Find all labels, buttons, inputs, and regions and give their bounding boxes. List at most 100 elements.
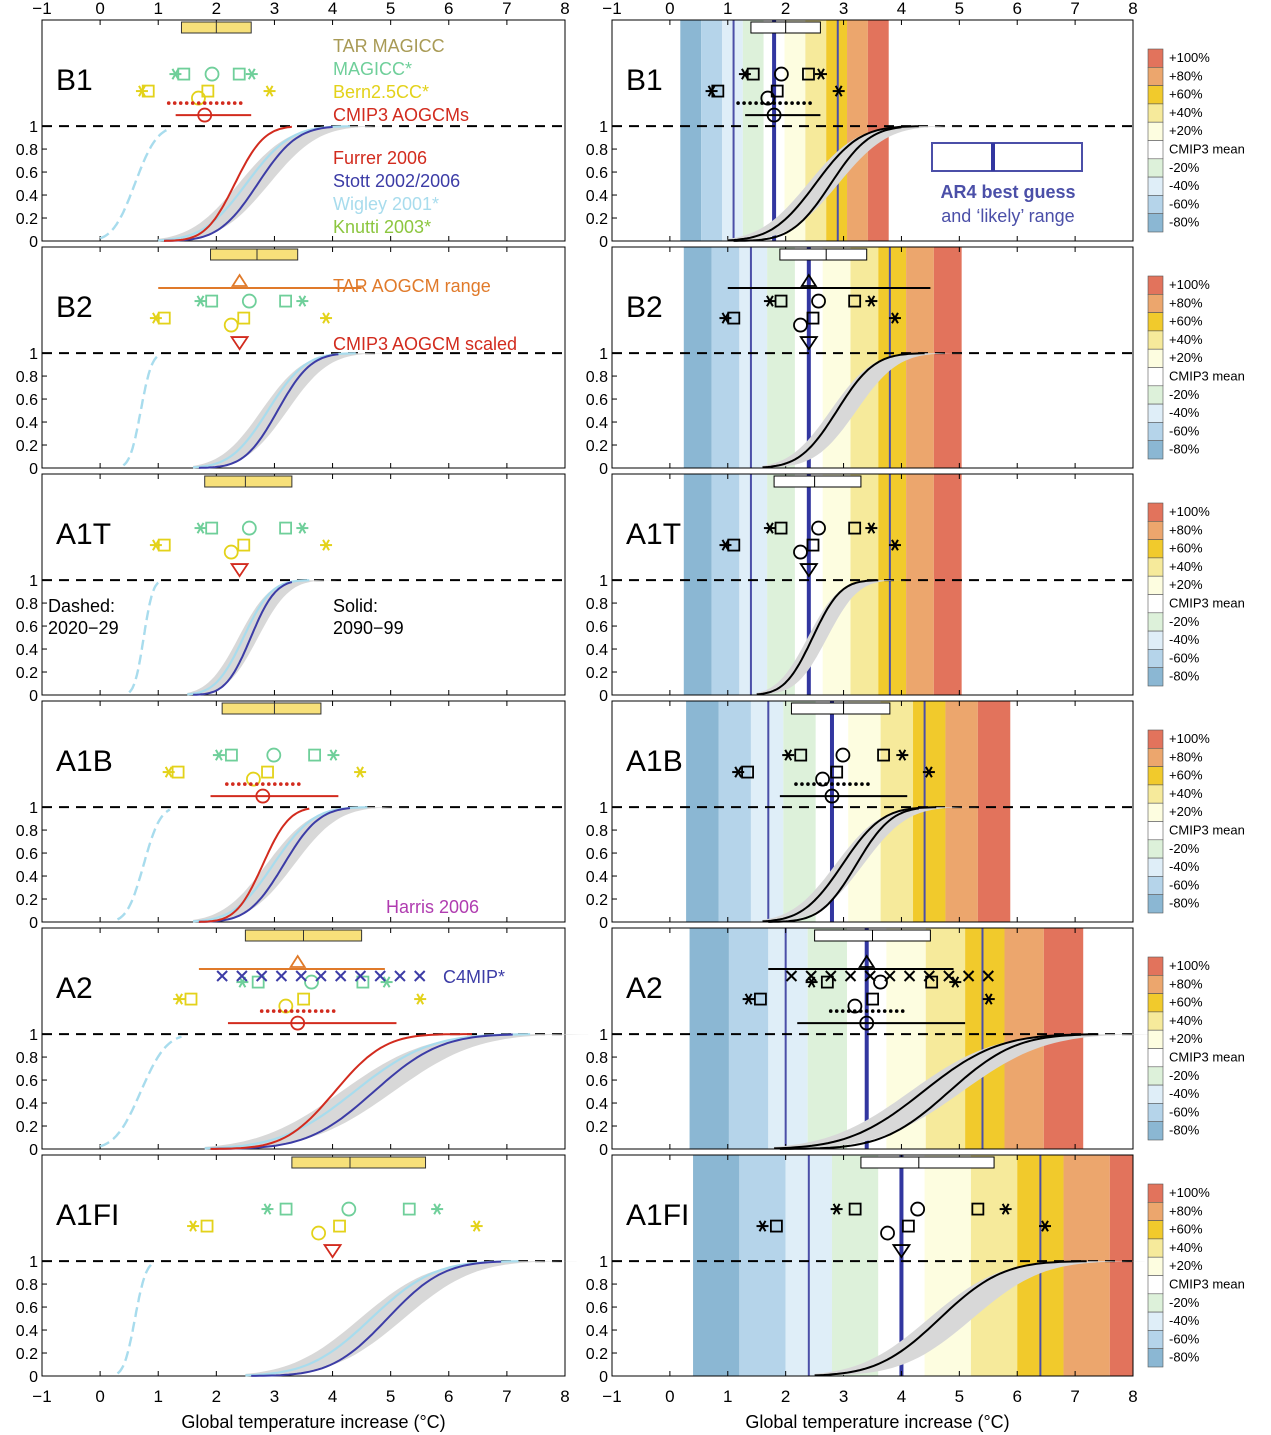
cmip3-dot <box>778 101 782 105</box>
circle-marker <box>793 317 808 333</box>
colorbar-label: +100% <box>1169 958 1210 973</box>
c4mip-marker <box>216 970 228 982</box>
cmip3-dot <box>784 101 788 105</box>
y-tick-label: 0.4 <box>16 869 38 886</box>
square-marker <box>157 311 171 325</box>
asterisk-marker <box>212 749 225 761</box>
c4mip-marker <box>354 970 367 982</box>
x-tick-label-bottom: 1 <box>153 1387 162 1406</box>
y-tick-label: 0.8 <box>16 596 38 613</box>
pdf-curve <box>779 1033 1081 1150</box>
colorbar-segment <box>1147 1103 1164 1123</box>
right-column-panels: 0 0.2 0.4 0.6 0.8 1 B1 +100% +80% +60% +40% +20% CMI… <box>586 19 1245 1386</box>
y-tick-label: 0.4 <box>586 1323 608 1340</box>
c4mip-marker <box>982 970 994 982</box>
y-tick-label: 0 <box>599 1369 608 1386</box>
circle-marker <box>204 66 220 82</box>
scenario-label: B1 <box>626 64 663 97</box>
cmip3-dot <box>818 782 822 786</box>
anomaly-band <box>750 701 784 922</box>
colorbar-label: +20% <box>1169 1258 1203 1273</box>
colorbar-segment <box>1147 747 1164 767</box>
c4mip-marker <box>394 970 406 982</box>
c4mip-marker <box>903 970 916 982</box>
square-marker <box>157 538 171 552</box>
y-tick-label: 0.8 <box>586 1277 608 1294</box>
colorbar-segment <box>1147 312 1164 332</box>
asterisk-stroke <box>433 1203 442 1215</box>
cmip3-dot <box>331 1009 336 1013</box>
y-tick-label: 0.6 <box>586 392 608 409</box>
colorbar-label: +40% <box>1169 105 1203 120</box>
square-marker <box>830 765 844 779</box>
colorbar-segment <box>1147 993 1164 1013</box>
colorbar-segment <box>1147 539 1164 559</box>
colorbar-segment <box>1147 1029 1164 1049</box>
colorbar-label: +80% <box>1169 749 1203 764</box>
cmip3-dot <box>285 782 289 786</box>
colorbar-segment <box>1147 1311 1164 1331</box>
asterisk-stroke <box>189 1220 197 1232</box>
y-tick-label: 0.2 <box>16 665 38 682</box>
square-marker <box>774 521 788 535</box>
asterisk-stroke <box>758 1220 767 1232</box>
y-tick-label: 0.8 <box>586 823 608 840</box>
y-tick-label: 0.6 <box>586 619 608 636</box>
cmip3-mean-circle <box>255 788 271 804</box>
anomaly-band <box>831 1155 879 1376</box>
solid-label: Solid: <box>333 596 378 616</box>
y-tick-label: 0.8 <box>586 369 608 386</box>
colorbar-label: +100% <box>1169 504 1210 519</box>
asterisk-marker <box>782 749 795 761</box>
tar-box <box>210 248 299 261</box>
harris-label: Harris 2006 <box>386 897 479 917</box>
colorbar-segment <box>1147 894 1164 914</box>
y-tick-label: 1 <box>599 1254 608 1271</box>
asterisk-marker <box>245 68 258 80</box>
cmip3-dot <box>214 101 219 105</box>
square-marker <box>171 765 185 779</box>
colorbar-label: -40% <box>1169 859 1200 874</box>
tar-box <box>790 702 891 715</box>
colorbar-label: +80% <box>1169 68 1203 83</box>
y-tick-label: 1 <box>599 346 608 363</box>
colorbar-segment <box>1147 275 1164 295</box>
asterisk-stroke <box>265 85 274 97</box>
asterisk-stroke <box>898 749 907 761</box>
x-tick-label-bottom: 5 <box>955 1387 964 1406</box>
y-tick-label: 0.6 <box>586 1073 608 1090</box>
scenario-label: A2 <box>626 972 663 1005</box>
anomaly-band <box>739 474 768 695</box>
cmip3-dot <box>742 101 746 105</box>
colorbar-segment <box>1147 649 1164 669</box>
x-tick-label-bottom: 1 <box>723 1387 732 1406</box>
x-tick-label-bottom: 5 <box>386 1387 395 1406</box>
x-axis-label: Global temperature increase (°C) <box>181 1412 445 1432</box>
square-marker <box>261 765 274 779</box>
cmip3-dot <box>220 101 225 105</box>
asterisk-stroke <box>416 993 425 1005</box>
anomaly-band <box>742 20 764 241</box>
cmip3-dot <box>794 782 798 786</box>
stott-curve <box>198 807 351 923</box>
colorbar-segment <box>1147 502 1164 522</box>
panel-frame <box>611 700 1134 923</box>
anomaly-band <box>925 928 966 1149</box>
cmip3-dot <box>760 101 764 105</box>
asterisk-stroke <box>1041 1220 1049 1232</box>
colorbar-segment <box>1147 667 1164 687</box>
y-tick-label: 0 <box>599 461 608 478</box>
stott-curve <box>163 125 333 242</box>
square-marker <box>205 294 219 308</box>
y-tick-label: 0.2 <box>586 1346 608 1363</box>
panel-frame <box>41 19 566 242</box>
y-tick-label: 0.4 <box>586 642 608 659</box>
x-tick-label-bottom: 7 <box>502 1387 511 1406</box>
y-tick-label: 0 <box>29 915 38 932</box>
legend-annotations: TAR MAGICC MAGICC* Bern2.5CC* CMIP3 AOGCMs F… <box>48 36 1083 987</box>
square-marker <box>901 1219 915 1233</box>
y-tick-label: 0.2 <box>16 1346 38 1363</box>
dashed-curve <box>128 581 159 694</box>
square-marker <box>205 521 219 535</box>
circle-marker <box>223 544 239 560</box>
